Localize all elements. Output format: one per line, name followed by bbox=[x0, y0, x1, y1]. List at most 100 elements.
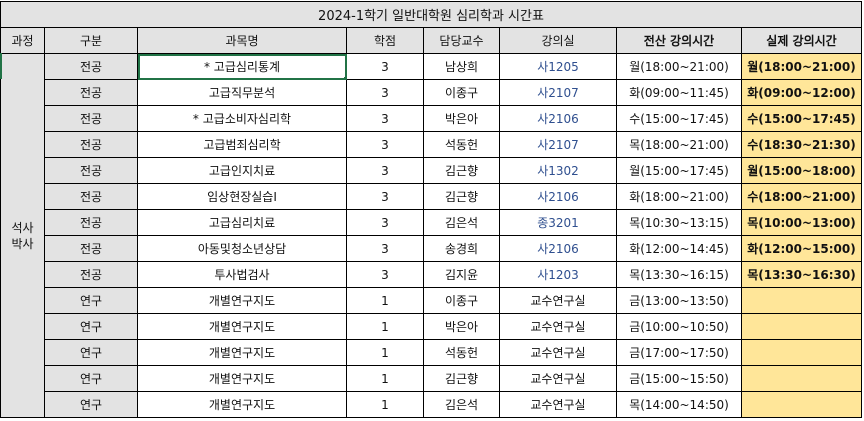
professor-cell[interactable]: 이종구 bbox=[423, 79, 500, 106]
credits-cell[interactable]: 3 bbox=[346, 261, 424, 288]
room-cell[interactable]: 사2106 bbox=[499, 105, 617, 132]
professor-cell[interactable]: 김근향 bbox=[423, 157, 500, 184]
credits-cell[interactable]: 3 bbox=[346, 209, 424, 236]
sheet-title[interactable]: 2024-1학기 일반대학원 심리학과 시간표 bbox=[0, 1, 862, 28]
actual-time-cell[interactable] bbox=[741, 365, 862, 392]
room-cell[interactable]: 사1203 bbox=[499, 261, 617, 288]
credits-cell[interactable]: 3 bbox=[346, 105, 424, 132]
credits-cell[interactable]: 1 bbox=[346, 365, 424, 392]
system-time-cell[interactable]: 화(18:00~21:00) bbox=[616, 183, 742, 210]
actual-time-cell[interactable]: 목(13:30~16:30) bbox=[741, 261, 862, 288]
header-actual-time[interactable]: 실제 강의시간 bbox=[741, 27, 862, 54]
system-time-cell[interactable]: 목(13:30~16:15) bbox=[616, 261, 742, 288]
system-time-cell[interactable]: 목(18:00~21:00) bbox=[616, 131, 742, 158]
header-course[interactable]: 과목명 bbox=[137, 27, 347, 54]
credits-cell[interactable]: 3 bbox=[346, 53, 424, 80]
credits-cell[interactable]: 3 bbox=[346, 235, 424, 262]
system-time-cell[interactable]: 금(13:00~13:50) bbox=[616, 287, 742, 314]
course-cell[interactable]: * 고급심리통계 bbox=[137, 53, 347, 80]
professor-cell[interactable]: 김근향 bbox=[423, 365, 500, 392]
type-cell[interactable]: 전공 bbox=[44, 261, 138, 288]
type-cell[interactable]: 전공 bbox=[44, 183, 138, 210]
type-cell[interactable]: 연구 bbox=[44, 365, 138, 392]
professor-cell[interactable]: 이종구 bbox=[423, 287, 500, 314]
actual-time-cell[interactable] bbox=[741, 313, 862, 340]
actual-time-cell[interactable] bbox=[741, 391, 862, 418]
credits-cell[interactable]: 3 bbox=[346, 183, 424, 210]
professor-cell[interactable]: 김지윤 bbox=[423, 261, 500, 288]
actual-time-cell[interactable]: 수(18:30~21:30) bbox=[741, 131, 862, 158]
actual-time-cell[interactable] bbox=[741, 287, 862, 314]
type-cell[interactable]: 전공 bbox=[44, 157, 138, 184]
actual-time-cell[interactable]: 월(15:00~18:00) bbox=[741, 157, 862, 184]
system-time-cell[interactable]: 목(10:30~13:15) bbox=[616, 209, 742, 236]
room-cell[interactable]: 교수연구실 bbox=[499, 391, 617, 418]
type-cell[interactable]: 전공 bbox=[44, 105, 138, 132]
actual-time-cell[interactable]: 수(15:00~17:45) bbox=[741, 105, 862, 132]
room-cell[interactable]: 교수연구실 bbox=[499, 313, 617, 340]
system-time-cell[interactable]: 월(18:00~21:00) bbox=[616, 53, 742, 80]
course-cell[interactable]: 개별연구지도 bbox=[137, 313, 347, 340]
header-type[interactable]: 구분 bbox=[44, 27, 138, 54]
course-cell[interactable]: 투사법검사 bbox=[137, 261, 347, 288]
professor-cell[interactable]: 김근향 bbox=[423, 183, 500, 210]
system-time-cell[interactable]: 금(15:00~15:50) bbox=[616, 365, 742, 392]
system-time-cell[interactable]: 금(17:00~17:50) bbox=[616, 339, 742, 366]
actual-time-cell[interactable]: 목(10:00~13:00) bbox=[741, 209, 862, 236]
header-professor[interactable]: 담당교수 bbox=[423, 27, 500, 54]
credits-cell[interactable]: 3 bbox=[346, 131, 424, 158]
room-cell[interactable]: 종3201 bbox=[499, 209, 617, 236]
room-cell[interactable]: 사1205 bbox=[499, 53, 617, 80]
credits-cell[interactable]: 1 bbox=[346, 287, 424, 314]
professor-cell[interactable]: 박은아 bbox=[423, 105, 500, 132]
course-cell[interactable]: 개별연구지도 bbox=[137, 365, 347, 392]
course-cell[interactable]: 개별연구지도 bbox=[137, 287, 347, 314]
credits-cell[interactable]: 3 bbox=[346, 157, 424, 184]
course-cell[interactable]: 아동및청소년상담 bbox=[137, 235, 347, 262]
system-time-cell[interactable]: 목(14:00~14:50) bbox=[616, 391, 742, 418]
professor-cell[interactable]: 남상희 bbox=[423, 53, 500, 80]
system-time-cell[interactable]: 화(12:00~14:45) bbox=[616, 235, 742, 262]
system-time-cell[interactable]: 월(15:00~17:45) bbox=[616, 157, 742, 184]
type-cell[interactable]: 연구 bbox=[44, 339, 138, 366]
credits-cell[interactable]: 1 bbox=[346, 339, 424, 366]
type-cell[interactable]: 전공 bbox=[44, 235, 138, 262]
room-cell[interactable]: 사2106 bbox=[499, 235, 617, 262]
course-cell[interactable]: 고급심리치료 bbox=[137, 209, 347, 236]
actual-time-cell[interactable]: 화(09:00~12:00) bbox=[741, 79, 862, 106]
system-time-cell[interactable]: 화(09:00~11:45) bbox=[616, 79, 742, 106]
type-cell[interactable]: 연구 bbox=[44, 391, 138, 418]
fill-handle[interactable] bbox=[344, 77, 346, 79]
room-cell[interactable]: 교수연구실 bbox=[499, 365, 617, 392]
type-cell[interactable]: 전공 bbox=[44, 209, 138, 236]
course-cell[interactable]: * 고급소비자심리학 bbox=[137, 105, 347, 132]
system-time-cell[interactable]: 수(15:00~17:45) bbox=[616, 105, 742, 132]
actual-time-cell[interactable]: 화(12:00~15:00) bbox=[741, 235, 862, 262]
type-cell[interactable]: 전공 bbox=[44, 53, 138, 80]
room-cell[interactable]: 사1302 bbox=[499, 157, 617, 184]
room-cell[interactable]: 사2107 bbox=[499, 79, 617, 106]
actual-time-cell[interactable] bbox=[741, 339, 862, 366]
course-cell[interactable]: 고급직무분석 bbox=[137, 79, 347, 106]
course-cell[interactable]: 임상현장실습Ⅰ bbox=[137, 183, 347, 210]
professor-cell[interactable]: 송경희 bbox=[423, 235, 500, 262]
course-cell[interactable]: 고급범죄심리학 bbox=[137, 131, 347, 158]
course-cell[interactable]: 개별연구지도 bbox=[137, 339, 347, 366]
type-cell[interactable]: 연구 bbox=[44, 287, 138, 314]
room-cell[interactable]: 사2107 bbox=[499, 131, 617, 158]
room-cell[interactable]: 교수연구실 bbox=[499, 287, 617, 314]
header-system-time[interactable]: 전산 강의시간 bbox=[616, 27, 742, 54]
room-cell[interactable]: 사2106 bbox=[499, 183, 617, 210]
header-track[interactable]: 과정 bbox=[0, 27, 45, 54]
professor-cell[interactable]: 석동헌 bbox=[423, 131, 500, 158]
course-cell[interactable]: 고급인지치료 bbox=[137, 157, 347, 184]
credits-cell[interactable]: 3 bbox=[346, 79, 424, 106]
system-time-cell[interactable]: 금(10:00~10:50) bbox=[616, 313, 742, 340]
type-cell[interactable]: 전공 bbox=[44, 79, 138, 106]
professor-cell[interactable]: 김은석 bbox=[423, 209, 500, 236]
type-cell[interactable]: 연구 bbox=[44, 313, 138, 340]
course-cell[interactable]: 개별연구지도 bbox=[137, 391, 347, 418]
header-room[interactable]: 강의실 bbox=[499, 27, 617, 54]
professor-cell[interactable]: 박은아 bbox=[423, 313, 500, 340]
track-cell[interactable]: 석사 박사 bbox=[0, 53, 45, 418]
